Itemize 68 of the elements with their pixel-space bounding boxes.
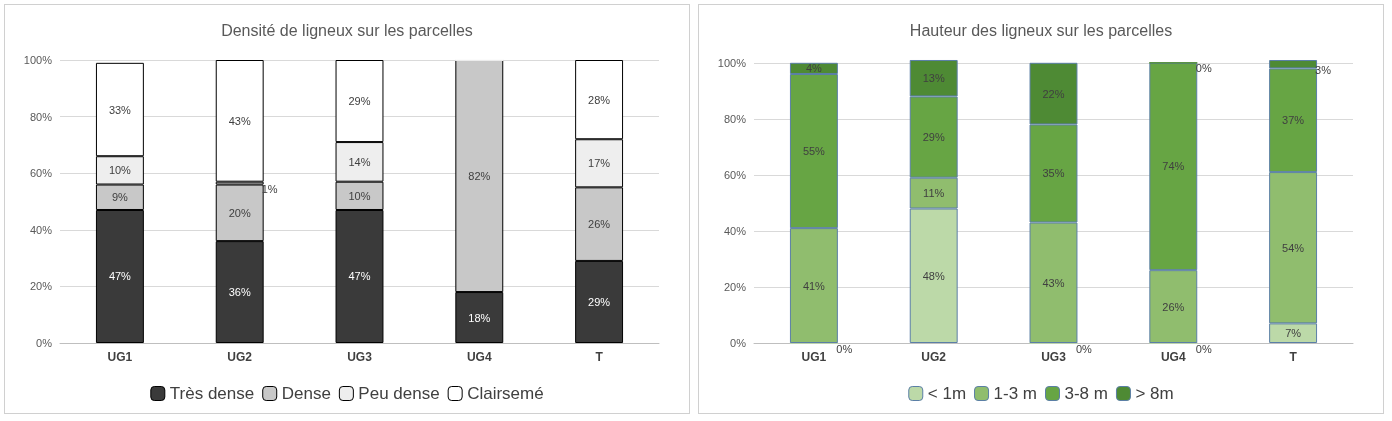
y-tick-label: 40% <box>29 223 53 236</box>
y-tick-label: 80% <box>723 112 747 125</box>
x-tick-label: UG4 <box>1160 350 1186 364</box>
chart-title: Densité de ligneux sur les parcelles <box>221 21 473 39</box>
x-tick-label: UG1 <box>801 350 827 364</box>
x-tick-label: UG4 <box>466 350 492 364</box>
data-label: 54% <box>1282 241 1305 254</box>
data-label: 0% <box>836 342 853 355</box>
y-tick-label: 100% <box>717 56 747 69</box>
y-tick-label: 60% <box>723 168 747 181</box>
data-label: 41% <box>802 279 826 292</box>
bar <box>215 60 264 182</box>
legend-label: 1-3 m <box>993 384 1038 403</box>
data-label: 43% <box>1042 276 1065 289</box>
y-tick-label: 60% <box>29 167 53 180</box>
data-label: 0% <box>1195 342 1212 355</box>
data-label: 35% <box>1042 167 1065 180</box>
data-label: 29% <box>348 95 371 108</box>
y-tick-label: 20% <box>29 280 53 293</box>
data-label: 18% <box>468 311 491 324</box>
legend-label: Dense <box>281 384 331 403</box>
legend-label: > 8m <box>1135 384 1174 403</box>
data-label: 9% <box>111 191 129 204</box>
data-label: 48% <box>922 269 945 282</box>
data-label: 4% <box>805 62 823 75</box>
data-label: 55% <box>802 145 826 158</box>
data-label: 22% <box>1042 87 1065 100</box>
data-label: 36% <box>228 286 251 299</box>
data-label: 74% <box>1162 160 1185 173</box>
y-tick-label: 20% <box>723 280 747 293</box>
data-label: 29% <box>922 131 945 144</box>
data-label: 13% <box>922 72 945 85</box>
legend-label: Clairsemé <box>467 384 544 403</box>
legend-label: Peu dense <box>358 384 440 403</box>
legend-label: Très dense <box>169 384 255 403</box>
x-tick-label: T <box>1289 350 1298 364</box>
data-label: 20% <box>228 206 251 219</box>
legend-label: < 1m <box>927 384 967 403</box>
data-label: 26% <box>588 218 611 231</box>
x-tick-label: UG3 <box>347 350 373 364</box>
data-label: 43% <box>228 114 251 127</box>
data-label: 0% <box>1075 342 1093 355</box>
x-tick-label: UG3 <box>1041 350 1067 364</box>
data-label: 17% <box>588 157 611 170</box>
data-label: 47% <box>108 270 132 283</box>
legend-label: 3-8 m <box>1064 384 1108 403</box>
y-tick-label: 40% <box>723 224 747 237</box>
data-label: 47% <box>348 270 371 283</box>
data-label: 37% <box>1282 114 1305 127</box>
data-label: 29% <box>588 295 611 308</box>
data-label: 14% <box>348 155 371 168</box>
x-tick-label: T <box>595 350 604 364</box>
chart-title: Hauteur des ligneux sur les parcelles <box>909 21 1173 39</box>
data-label: 82% <box>468 170 491 183</box>
y-tick-label: 100% <box>23 54 53 66</box>
data-label: 28% <box>588 93 611 106</box>
x-tick-label: UG2 <box>227 350 253 364</box>
y-tick-label: 0% <box>36 337 53 349</box>
data-label: 10% <box>348 189 371 202</box>
x-tick-label: UG2 <box>921 350 947 364</box>
data-label: 10% <box>108 164 132 177</box>
data-label: 33% <box>108 103 132 116</box>
data-label: 11% <box>923 187 945 200</box>
x-tick-label: UG1 <box>107 350 133 364</box>
data-label: 26% <box>1162 300 1185 313</box>
data-label: 7% <box>1285 327 1302 340</box>
y-tick-label: 80% <box>29 110 53 123</box>
y-tick-label: 0% <box>730 337 747 349</box>
